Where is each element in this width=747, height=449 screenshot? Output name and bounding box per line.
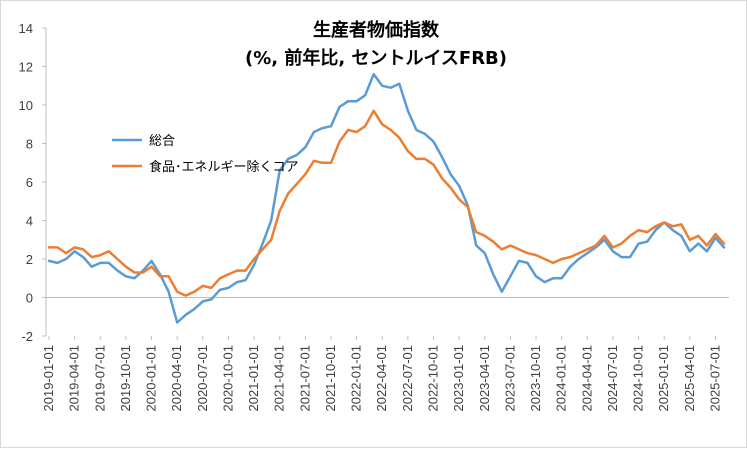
x-tick-label: 2022-04-01	[374, 345, 389, 412]
legend: 総合 食品･エネルギー除くコア	[112, 134, 299, 175]
x-tick-label: 2022-10-01	[425, 345, 440, 412]
x-tick-label: 2020-04-01	[169, 345, 184, 412]
x-tick-label: 2023-10-01	[528, 345, 543, 412]
x-tick-label: 2024-10-01	[631, 345, 646, 412]
y-tick-label: 2	[26, 252, 33, 267]
x-tick-label: 2020-01-01	[144, 345, 159, 412]
legend-label-overall: 総合	[149, 134, 175, 149]
chart-title: 生産者物価指数	[313, 19, 440, 41]
x-tick-label: 2021-10-01	[323, 345, 338, 412]
x-tick-label: 2023-04-01	[477, 345, 492, 412]
y-tick-label: 8	[26, 137, 33, 152]
x-tick-label: 2019-07-01	[92, 345, 107, 412]
x-tick-label: 2025-07-01	[707, 345, 722, 412]
y-tick-label: -2	[21, 329, 33, 344]
legend-label-core: 食品･エネルギー除くコア	[149, 159, 299, 175]
x-tick-label: 2024-04-01	[579, 345, 594, 412]
x-tick-label: 2019-01-01	[41, 345, 56, 412]
chart-subtitle: (%, 前年比, セントルイスFRB)	[245, 47, 507, 69]
y-tick-label: 10	[19, 98, 33, 113]
x-tick-label: 2025-01-01	[656, 345, 671, 412]
y-axis: -2 0 2 4 6 8 10 12 14	[19, 21, 47, 344]
series-layer	[47, 72, 726, 324]
x-tick-label: 2021-01-01	[246, 345, 261, 412]
x-tick-label: 2024-07-01	[605, 345, 620, 412]
x-tick-label: 2022-01-01	[349, 345, 364, 412]
y-tick-label: 14	[19, 21, 33, 36]
y-tick-label: 0	[26, 291, 33, 306]
x-tick-label: 2021-07-01	[297, 345, 312, 412]
x-tick-label: 2024-01-01	[554, 345, 569, 412]
x-tick-label: 2022-07-01	[400, 345, 415, 412]
series-line-core	[47, 109, 726, 297]
x-tick-label: 2025-04-01	[682, 345, 697, 412]
x-tick-label: 2020-07-01	[195, 345, 210, 412]
x-axis: 2019-01-01 2019-04-01 2019-07-01 2019-10-01…	[41, 297, 729, 412]
x-tick-label: 2023-07-01	[502, 345, 517, 412]
x-tick-label: 2021-04-01	[272, 345, 287, 412]
y-tick-label: 12	[19, 60, 33, 75]
series-line-overall	[47, 72, 726, 324]
y-tick-label: 4	[26, 214, 33, 229]
x-tick-label: 2023-01-01	[451, 345, 466, 412]
y-tick-label: 6	[26, 175, 33, 190]
x-tick-label: 2020-10-01	[220, 345, 235, 412]
x-tick-label: 2019-10-01	[118, 345, 133, 412]
x-tick-label: 2019-04-01	[67, 345, 82, 412]
